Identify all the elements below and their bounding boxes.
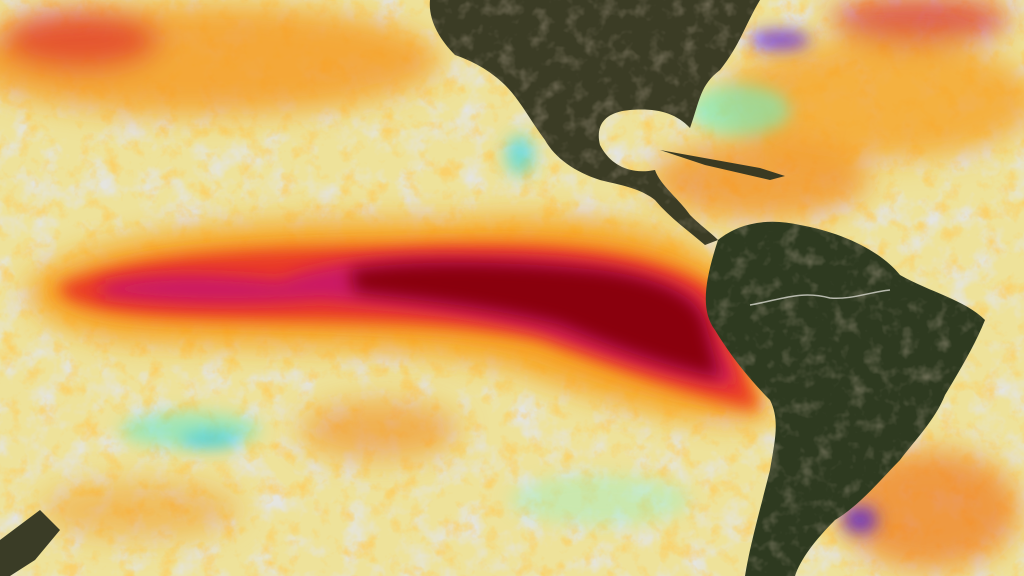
cool-anomalies	[120, 30, 878, 534]
el-nino-band	[28, 217, 770, 422]
amazon-river	[749, 289, 891, 306]
caribbean-islands	[660, 150, 785, 180]
australia-edge	[0, 510, 60, 576]
